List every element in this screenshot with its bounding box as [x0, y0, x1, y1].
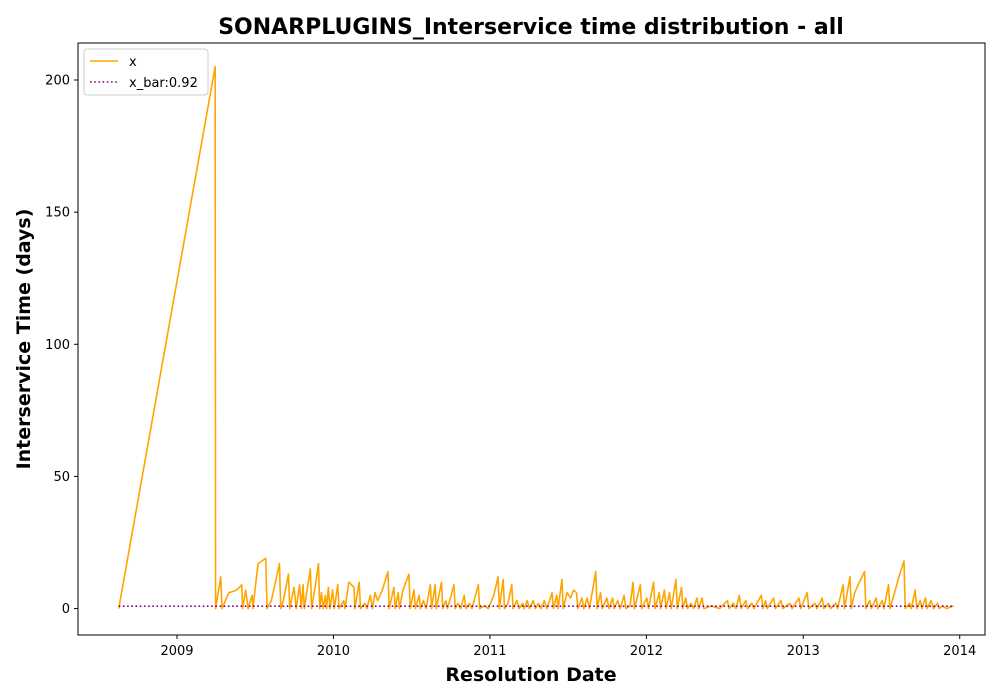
- x-axis-label: Resolution Date: [445, 664, 616, 686]
- y-tick-label: 50: [53, 470, 70, 485]
- x-tick-label: 2012: [630, 644, 663, 659]
- y-tick-label: 0: [62, 602, 70, 617]
- legend-label-x: x: [129, 55, 137, 70]
- x-tick-label: 2011: [473, 644, 506, 659]
- x-tick-label: 2014: [943, 644, 976, 659]
- y-axis-label: Interservice Time (days): [13, 209, 35, 470]
- legend: x x_bar:0.92: [83, 48, 209, 96]
- series-x-line: [117, 65, 954, 610]
- x-axis-ticks: 2009 2010 2011 2012 2013 2014: [160, 635, 976, 659]
- legend-label-x-bar: x_bar:0.92: [129, 76, 198, 91]
- x-tick-label: 2010: [317, 644, 350, 659]
- chart-title: SONARPLUGINS_Interservice time distribut…: [218, 15, 844, 40]
- x-tick-label: 2013: [787, 644, 820, 659]
- y-tick-label: 200: [45, 74, 70, 89]
- y-tick-label: 150: [45, 206, 70, 221]
- y-axis-ticks: 0 50 100 150 200: [45, 74, 78, 617]
- plot-frame: [77, 42, 986, 636]
- x-tick-label: 2009: [160, 644, 193, 659]
- y-tick-label: 100: [45, 338, 70, 353]
- plot-area: [117, 65, 954, 610]
